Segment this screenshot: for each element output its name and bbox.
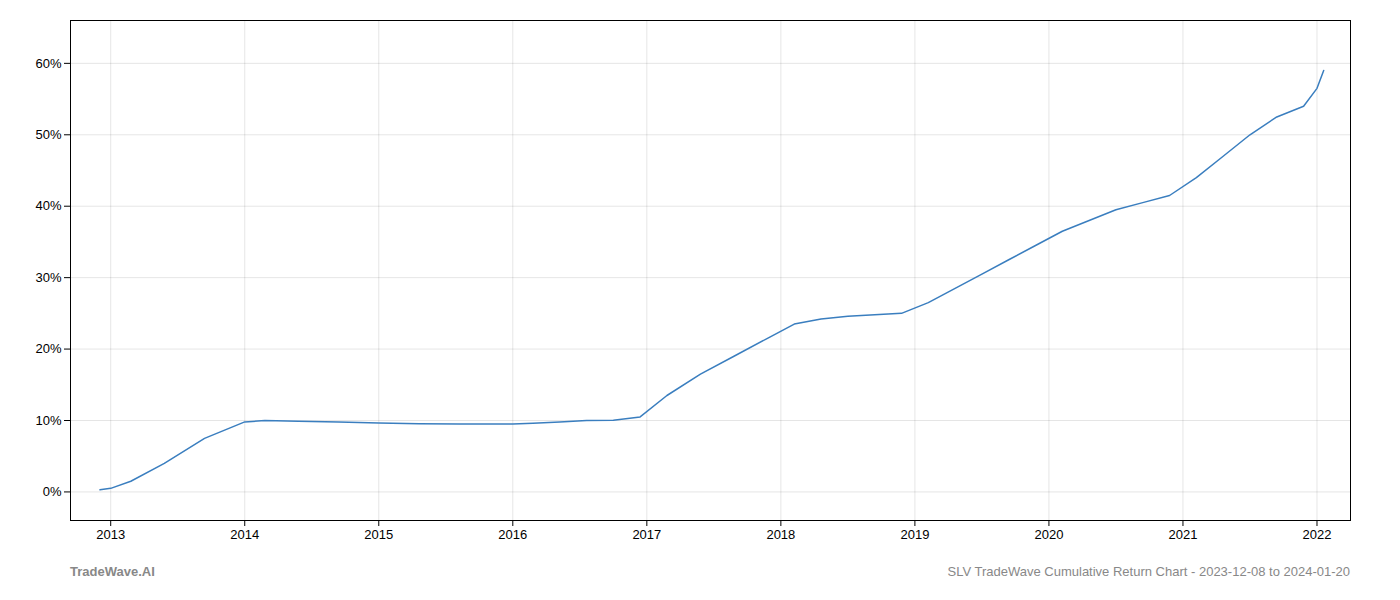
svg-text:60%: 60%: [35, 56, 61, 71]
svg-text:30%: 30%: [35, 270, 61, 285]
svg-text:2016: 2016: [498, 527, 527, 542]
svg-text:2019: 2019: [900, 527, 929, 542]
svg-text:2017: 2017: [632, 527, 661, 542]
svg-text:2021: 2021: [1168, 527, 1197, 542]
svg-text:2022: 2022: [1303, 527, 1332, 542]
html-text:TradeWave.AI: TradeWave.AI: [70, 564, 155, 579]
svg-text:2015: 2015: [364, 527, 393, 542]
svg-text:10%: 10%: [35, 413, 61, 428]
svg-text:2020: 2020: [1034, 527, 1063, 542]
svg-text:2013: 2013: [96, 527, 125, 542]
svg-text:0%: 0%: [43, 484, 62, 499]
svg-text:2014: 2014: [230, 527, 259, 542]
svg-text:20%: 20%: [35, 341, 61, 356]
svg-text:50%: 50%: [35, 127, 61, 142]
svg-text:2018: 2018: [766, 527, 795, 542]
svg-text:40%: 40%: [35, 198, 61, 213]
html-text:SLV TradeWave Cumulative Retur: SLV TradeWave Cumulative Return Chart - …: [947, 564, 1350, 579]
